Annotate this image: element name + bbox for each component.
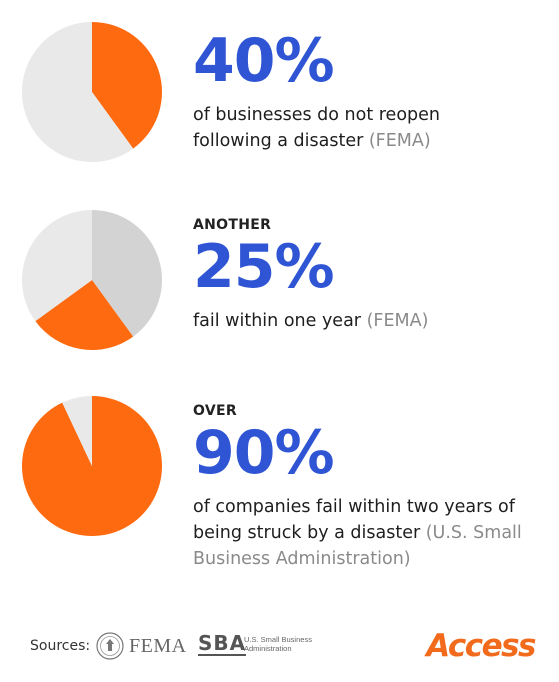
stat-value: 25% xyxy=(193,232,335,302)
stat-description: of businesses do not reopen following a … xyxy=(193,102,493,154)
pie-slice-2-2 xyxy=(35,280,134,350)
pie-chart-90 xyxy=(22,396,162,536)
stat-source: (FEMA) xyxy=(368,131,431,151)
pie-chart-25 xyxy=(22,210,162,350)
stat-text: of businesses do not reopen following a … xyxy=(193,105,440,151)
pie-slice-3-2 xyxy=(62,396,92,466)
stat-description: fail within one year (FEMA) xyxy=(193,308,551,334)
stat-text: fail within one year xyxy=(193,311,361,331)
pie-slice-2-1 xyxy=(92,210,162,337)
pie-slice-3-1 xyxy=(22,396,162,536)
stat-source: (FEMA) xyxy=(366,311,429,331)
pie-slice-1-1 xyxy=(92,22,162,149)
stat-block-2: ANOTHER 25% fail within one year (FEMA) xyxy=(193,216,551,334)
pie-slice-1-2 xyxy=(22,22,134,162)
sources-label: Sources: xyxy=(30,638,91,654)
dhs-seal-icon xyxy=(96,632,124,660)
access-brand-logo: Access xyxy=(426,628,536,664)
fema-logo: FEMA xyxy=(129,635,187,657)
stat-block-1: 40% of businesses do not reopen followin… xyxy=(193,28,551,154)
sba-logo-name: U.S. Small Business Administration xyxy=(244,635,312,653)
sources-footer: Sources: FEMA SBA U.S. Small Business Ad… xyxy=(30,628,536,668)
stat-value: 40% xyxy=(193,26,335,96)
stat-block-3: OVER 90% of companies fail within two ye… xyxy=(193,402,551,572)
pie-slice-2-3 xyxy=(22,210,92,322)
stat-prefix: OVER xyxy=(193,403,237,419)
stat-value: 90% xyxy=(193,418,335,488)
sba-logo: SBA xyxy=(198,631,247,656)
stat-description: of companies fail within two years of be… xyxy=(193,494,553,572)
stat-source: (U.S. Small Business Administration) xyxy=(193,523,522,569)
stat-prefix: ANOTHER xyxy=(193,217,272,233)
stat-text: of companies fail within two years of be… xyxy=(193,497,515,543)
pie-chart-40 xyxy=(22,22,162,162)
